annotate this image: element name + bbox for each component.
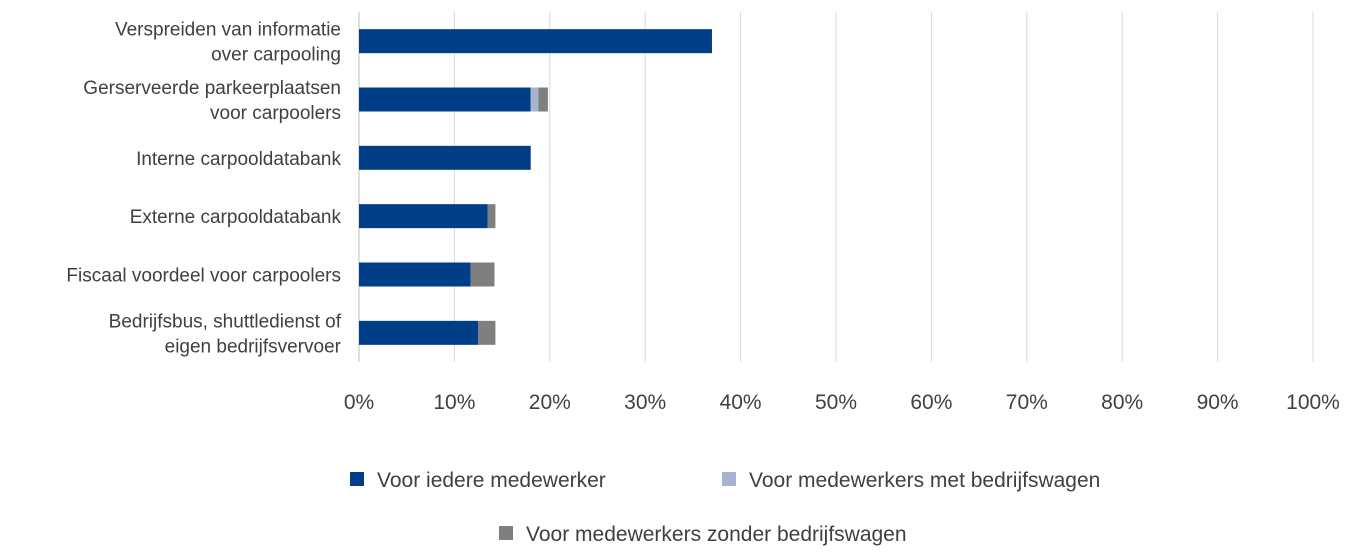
category-label: Verspreiden van informatie over carpoolin…: [115, 20, 341, 66]
legend-swatch: [350, 472, 364, 486]
x-tick-label: 90%: [1197, 391, 1239, 414]
category-label: Bedrijfsbus, shuttledienst of eigen bedri…: [109, 311, 342, 357]
x-tick-label: 40%: [720, 391, 762, 414]
legend-swatch: [499, 526, 513, 540]
category-label: Interne carpooldatabank: [136, 149, 341, 170]
category-labels: Verspreiden van informatie over carpoolin…: [66, 20, 341, 358]
legend-label: Voor medewerkers met bedrijfswagen: [749, 469, 1100, 492]
legend-swatch: [722, 472, 736, 486]
bar-segment: [478, 320, 496, 345]
x-tick-label: 20%: [529, 391, 571, 414]
bar-segment: [538, 87, 548, 112]
legend-label: Voor iedere medewerker: [377, 469, 606, 492]
bar-segment: [470, 262, 495, 287]
bar-segment: [359, 262, 471, 287]
x-axis-tick-labels: 0% 10% 20% 30% 40% 50% 60% 70% 80% 90% 100%: [344, 391, 1340, 414]
x-tick-label: 100%: [1286, 391, 1340, 414]
bar-segment: [359, 145, 531, 170]
bar-segment: [359, 320, 479, 345]
gridlines: [358, 12, 1314, 362]
legend-label: Voor medewerkers zonder bedrijfswagen: [526, 523, 907, 546]
x-tick-label: 30%: [624, 391, 666, 414]
x-tick-label: 10%: [433, 391, 475, 414]
bar-segment: [530, 87, 539, 112]
x-tick-label: 60%: [910, 391, 952, 414]
x-tick-label: 50%: [815, 391, 857, 414]
bar-segment: [359, 29, 712, 54]
x-tick-label: 80%: [1101, 391, 1143, 414]
bar-series: [359, 29, 712, 345]
category-label: Fiscaal voordeel voor carpoolers: [66, 266, 341, 287]
bar-segment: [359, 87, 531, 112]
x-tick-label: 70%: [1006, 391, 1048, 414]
legend: Voor iedere medewerker Voor medewerkers m…: [350, 469, 1100, 546]
bar-segment: [487, 204, 496, 229]
category-label: Externe carpooldatabank: [130, 207, 342, 228]
x-tick-label: 0%: [344, 391, 374, 414]
bar-segment: [359, 204, 488, 229]
category-label: Gerserveerde parkeerplaatsen voor carpool…: [83, 78, 341, 124]
